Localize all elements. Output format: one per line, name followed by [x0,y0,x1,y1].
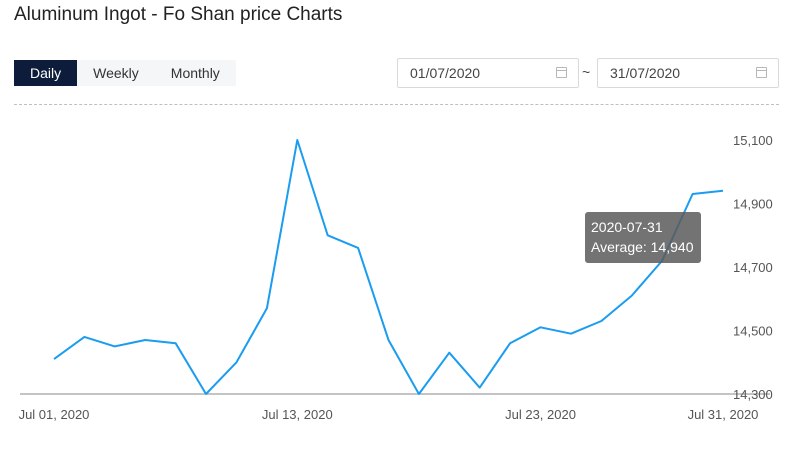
data-point[interactable] [446,350,452,356]
y-tick-label: 15,100 [733,133,773,148]
data-point[interactable] [568,331,574,337]
x-tick-label: Jul 31, 2020 [688,407,759,422]
start-date-input[interactable]: 01/07/2020 [397,58,579,88]
header-divider [14,104,779,105]
page-title: Aluminum Ingot - Fo Shan price Charts [14,4,343,25]
y-tick-label: 14,300 [733,387,773,402]
tab-weekly[interactable]: Weekly [93,65,139,81]
data-point[interactable] [112,343,118,349]
start-date-value: 01/07/2020 [410,65,481,81]
end-date-input[interactable]: 31/07/2020 [597,58,779,88]
calendar-icon[interactable] [556,67,567,78]
data-point[interactable] [507,340,513,346]
data-point[interactable] [173,340,179,346]
data-point[interactable] [142,337,148,343]
x-tick-label: Jul 23, 2020 [505,407,576,422]
series-line[interactable] [53,139,724,395]
data-point[interactable] [629,293,635,299]
data-point[interactable] [81,334,87,340]
data-point[interactable] [203,391,209,397]
tab-daily[interactable]: Daily [14,60,78,86]
data-point[interactable] [477,385,483,391]
data-point[interactable] [294,137,300,143]
calendar-icon[interactable] [756,67,767,78]
date-range-separator: ~ [582,64,591,80]
data-point[interactable] [233,359,239,365]
data-point[interactable] [386,337,392,343]
y-tick-label: 14,500 [733,324,773,339]
tooltip-date: 2020-07-31 [591,219,663,235]
data-point[interactable] [598,318,604,324]
period-tabs: Daily Weekly Monthly [14,60,236,86]
data-point[interactable] [264,305,270,311]
data-point[interactable] [355,245,361,251]
tab-monthly[interactable]: Monthly [170,65,220,81]
data-point[interactable] [416,391,422,397]
x-tick-label: Jul 13, 2020 [262,407,333,422]
y-tick-label: 14,900 [733,197,773,212]
data-point[interactable] [538,324,544,330]
data-point[interactable] [720,188,726,194]
tooltip-average: Average: 14,940 [591,239,694,255]
x-tick-label: Jul 01, 2020 [19,407,90,422]
end-date-value: 31/07/2020 [610,65,681,81]
data-point[interactable] [690,191,696,197]
data-point[interactable] [325,232,331,238]
y-tick-label: 14,700 [733,260,773,275]
data-point[interactable] [51,356,57,362]
chart-tooltip: 2020-07-31 Average: 14,940 [585,212,701,263]
